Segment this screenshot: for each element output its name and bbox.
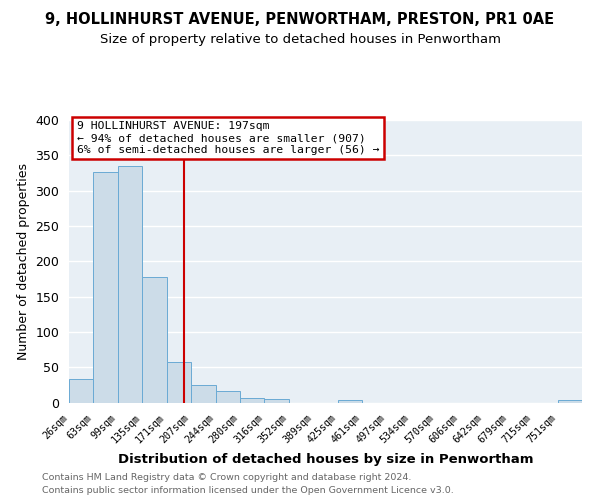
- Bar: [94, 172, 118, 402]
- Bar: [265, 399, 289, 402]
- Bar: [118, 166, 142, 402]
- Bar: [142, 277, 167, 402]
- Bar: [338, 400, 362, 402]
- Text: Size of property relative to detached houses in Penwortham: Size of property relative to detached ho…: [100, 32, 500, 46]
- Bar: [167, 362, 191, 403]
- Text: Contains HM Land Registry data © Crown copyright and database right 2024.: Contains HM Land Registry data © Crown c…: [42, 472, 412, 482]
- Text: Contains public sector information licensed under the Open Government Licence v3: Contains public sector information licen…: [42, 486, 454, 495]
- Text: 9, HOLLINHURST AVENUE, PENWORTHAM, PRESTON, PR1 0AE: 9, HOLLINHURST AVENUE, PENWORTHAM, PREST…: [46, 12, 554, 28]
- Bar: [215, 391, 240, 402]
- Bar: [191, 385, 215, 402]
- Text: 9 HOLLINHURST AVENUE: 197sqm
← 94% of detached houses are smaller (907)
6% of se: 9 HOLLINHURST AVENUE: 197sqm ← 94% of de…: [77, 122, 379, 154]
- Bar: [69, 379, 94, 402]
- X-axis label: Distribution of detached houses by size in Penwortham: Distribution of detached houses by size …: [118, 453, 533, 466]
- Bar: [240, 398, 265, 402]
- Y-axis label: Number of detached properties: Number of detached properties: [17, 163, 30, 360]
- Bar: [557, 400, 582, 402]
